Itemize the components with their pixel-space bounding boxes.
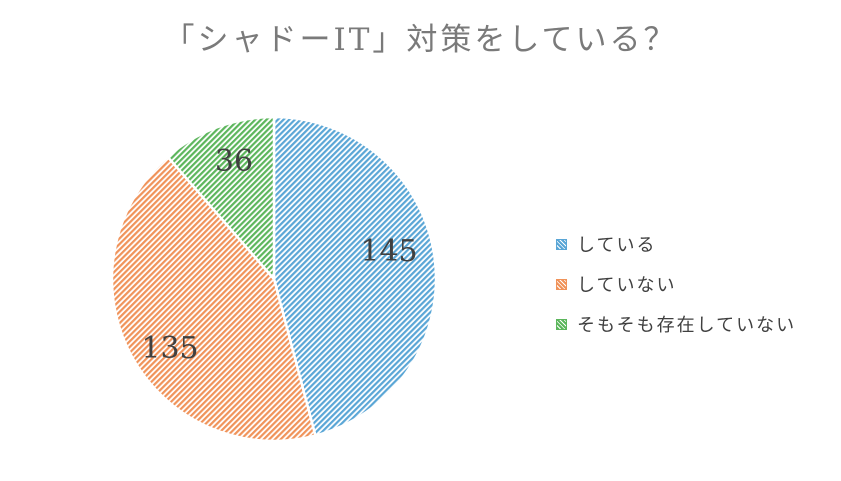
data-label-3: 36 bbox=[215, 144, 253, 179]
legend-label-2: していない bbox=[577, 275, 677, 296]
legend-swatch-3 bbox=[556, 318, 567, 330]
data-label-1: 145 bbox=[360, 234, 417, 269]
data-label-2: 135 bbox=[141, 331, 198, 366]
chart-title: 「シャドーIT」対策をしている？ bbox=[163, 22, 678, 58]
pie-slice-3 bbox=[165, 115, 276, 283]
pie-slice-1 bbox=[272, 115, 438, 438]
legend-label-3: そもそも存在していない bbox=[577, 315, 797, 336]
legend-item-3: そもそも存在していない bbox=[556, 304, 796, 344]
legend-item-2: していない bbox=[556, 264, 796, 304]
legend-label-1: している bbox=[577, 235, 657, 256]
legend: しているしていないそもそも存在していない bbox=[556, 224, 796, 344]
legend-swatch-2 bbox=[556, 278, 567, 290]
pie-slice-2 bbox=[110, 154, 317, 443]
legend-item-1: している bbox=[556, 224, 796, 264]
legend-swatch-1 bbox=[556, 238, 567, 250]
